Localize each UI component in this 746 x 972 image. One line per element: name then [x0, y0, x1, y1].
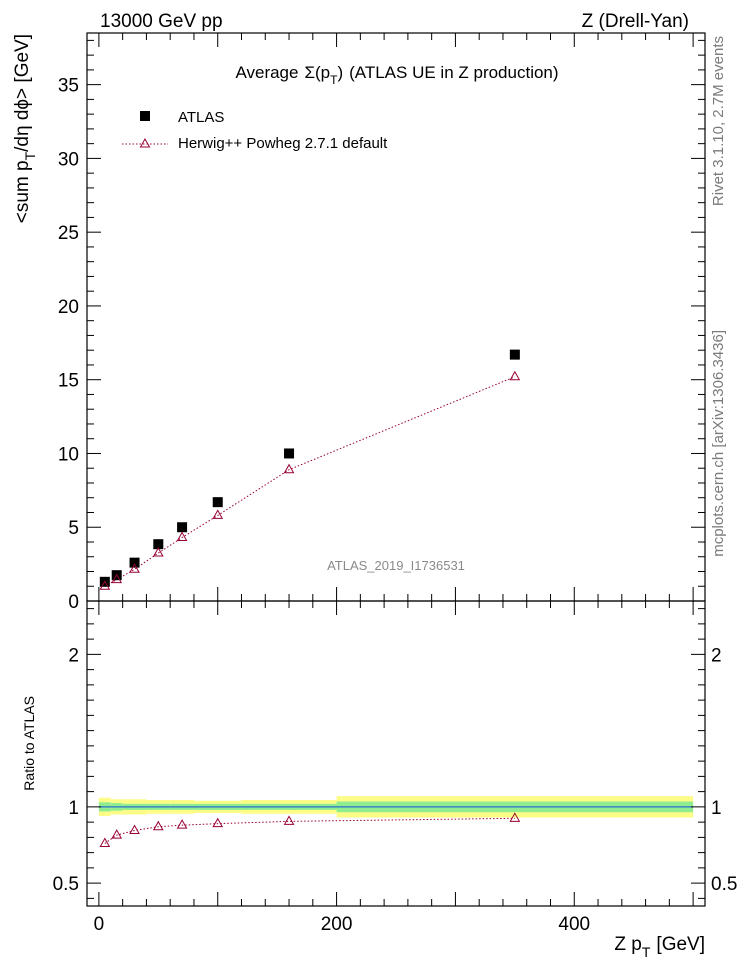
herwig-point	[283, 463, 295, 474]
ratio-y-tick-label: 1	[68, 798, 79, 819]
x-tick-label: 0	[94, 914, 105, 935]
energy-label: 13000 GeV pp	[100, 11, 223, 32]
x-tick-label: 200	[321, 914, 353, 935]
ratio-axis-ticks: 0.5 0.5 1 1 2 2 0 200 400	[53, 601, 737, 935]
atlas-point	[153, 539, 164, 550]
herwig-point	[129, 563, 140, 573]
mcplots-label: mcplots.cern.ch [arXiv:1306.3436]	[710, 330, 727, 557]
herwig-ratio-line	[104, 817, 515, 844]
analysis-label: ATLAS_2019_I1736531	[327, 558, 465, 573]
herwig-ratio-point	[212, 817, 224, 828]
ratio-y-axis-label: Ratio to ATLAS	[21, 696, 37, 791]
ratio-y-tick-label-right: 0.5	[711, 874, 737, 895]
herwig-point	[99, 580, 111, 590]
main-plot-title: Average Σ(pT) (ATLAS UE in Z production)	[235, 63, 558, 87]
herwig-ratio-point	[152, 820, 164, 831]
herwig-ratio-point	[176, 819, 188, 829]
main-y-tick-label: 20	[58, 297, 79, 318]
herwig-ratio-point	[509, 812, 521, 822]
ratio-y-tick-label-right: 1	[711, 798, 722, 819]
legend: ATLAS Herwig++ Powheg 2.7.1 default	[122, 109, 388, 152]
herwig-ratio-point	[283, 815, 295, 825]
legend-marker-herwig	[139, 137, 151, 148]
herwig-line	[104, 376, 516, 587]
atlas-point	[129, 557, 140, 568]
ratio-plot-frame	[86, 600, 706, 907]
main-y-axis-label: <sum pT/dη dϕ> [GeV]	[12, 34, 38, 223]
herwig-point	[111, 573, 123, 584]
x-tick-label: 400	[558, 914, 590, 935]
herwig-ratio-point	[129, 824, 140, 835]
atlas-point	[177, 522, 188, 533]
x-axis-label: Z pT [GeV]	[614, 934, 705, 960]
herwig-ratio-point	[99, 837, 111, 847]
legend-label-herwig: Herwig++ Powheg 2.7.1 default	[178, 135, 388, 152]
herwig-point	[176, 531, 188, 542]
main-y-tick-label: 35	[58, 76, 79, 97]
atlas-point	[509, 349, 520, 360]
atlas-point	[284, 448, 295, 459]
main-axis-ticks: 0 5 10 15 20 25 30 35	[58, 33, 705, 613]
rivet-version-label: Rivet 3.1.10, 2.7M events	[710, 36, 727, 206]
legend-label-atlas: ATLAS	[178, 109, 224, 126]
ratio-plot-panel: 0.5 0.5 1 1 2 2 0 200 400 Ratio to ATLAS Z pT [Ge…	[21, 600, 737, 960]
herwig-point	[509, 370, 521, 381]
main-y-tick-label: 15	[58, 371, 79, 392]
ratio-y-tick-label-right: 2	[711, 645, 722, 666]
main-y-tick-label: 30	[58, 149, 79, 170]
main-y-tick-label: 5	[68, 518, 79, 539]
herwig-ratio-point	[111, 829, 123, 839]
ratio-y-tick-label: 2	[68, 645, 79, 666]
legend-marker-atlas	[140, 111, 150, 121]
ratio-uncertainty-bands	[98, 796, 694, 818]
ratio-y-tick-label: 0.5	[53, 874, 79, 895]
process-label: Z (Drell-Yan)	[582, 11, 689, 32]
main-plot-panel: 0 5 10 15 20 25 30 35 Average Σ(pT) (ATLAS UE in …	[12, 32, 706, 613]
main-y-tick-label: 10	[58, 444, 79, 465]
herwig-point	[212, 509, 224, 519]
herwig-point	[152, 547, 164, 557]
atlas-point	[212, 497, 223, 508]
main-y-tick-label: 25	[58, 223, 79, 244]
main-y-tick-label: 0	[68, 592, 79, 613]
